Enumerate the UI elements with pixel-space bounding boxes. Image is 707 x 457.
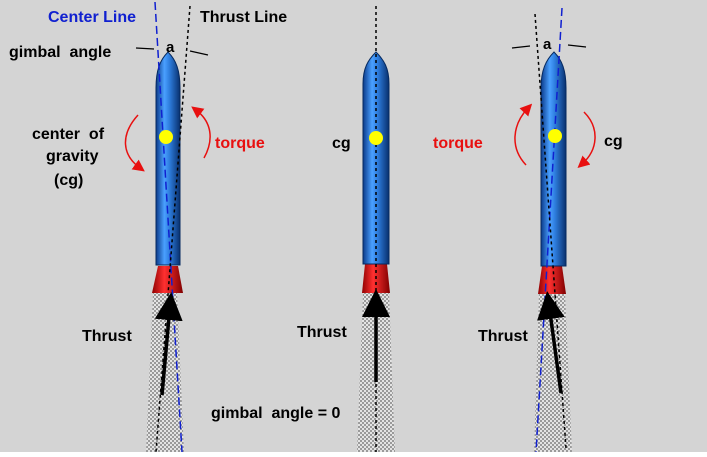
right-angle-symbol: a <box>543 36 552 53</box>
left-thrust-arrow <box>154 292 183 396</box>
left-thrust-line <box>155 5 191 453</box>
right-cg-label: cg <box>604 133 623 150</box>
left-angle-tick-right <box>189 50 209 56</box>
gimbal-angle-label: gimbal angle <box>9 44 111 61</box>
center-line-label: Center Line <box>48 9 136 26</box>
left-rocket-body <box>155 51 181 266</box>
left-angle-symbol: a <box>166 39 175 56</box>
right-rocket-group <box>511 7 596 453</box>
thrust-line-label: Thrust Line <box>200 9 287 26</box>
middle-rocket-group <box>357 6 395 452</box>
right-torque-arrow-left <box>514 103 533 166</box>
cg-label-line2: gravity <box>46 148 99 165</box>
right-angle-tick-right <box>567 44 587 48</box>
right-cg-dot <box>548 129 562 143</box>
right-nozzle <box>538 266 566 294</box>
right-thrust-line <box>534 13 567 449</box>
cg-label-line1: center of <box>32 126 105 143</box>
middle-cg-dot <box>369 131 383 145</box>
right-center-line <box>535 7 563 453</box>
right-torque-arrow-right <box>577 111 596 168</box>
left-thrust-label: Thrust <box>82 328 132 345</box>
left-nozzle <box>152 266 183 293</box>
left-torque-arrow-left <box>124 114 145 172</box>
left-angle-tick-left <box>135 47 155 50</box>
gimbal-zero-label: gimbal angle = 0 <box>211 405 340 422</box>
left-cg-dot <box>159 130 173 144</box>
left-torque-label: torque <box>215 135 265 152</box>
left-rocket-group <box>124 1 211 453</box>
middle-torque-label: torque <box>433 135 483 152</box>
middle-cg-label: cg <box>332 135 351 152</box>
middle-thrust-label: Thrust <box>297 324 347 341</box>
right-thrust-label: Thrust <box>478 328 528 345</box>
right-thrust-arrow <box>537 291 565 394</box>
right-angle-tick-left <box>511 45 531 49</box>
cg-label-line3: (cg) <box>54 172 83 189</box>
left-center-line <box>154 1 183 453</box>
left-torque-arrow-right <box>191 106 211 159</box>
